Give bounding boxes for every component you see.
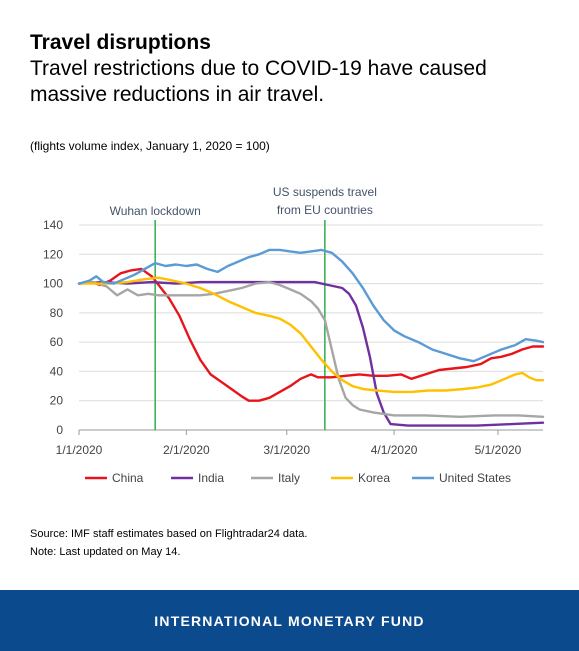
x-tick-label: 1/1/2020 [56,443,103,457]
source-text: Source: IMF staff estimates based on Fli… [30,528,308,540]
y-tick-label: 120 [43,247,63,261]
event-marker-label: US suspends travel [273,185,377,199]
x-tick-label: 2/1/2020 [163,443,210,457]
footer-banner: INTERNATIONAL MONETARY FUND [0,590,579,651]
source-notes: Source: IMF staff estimates based on Fli… [30,525,307,561]
legend-label: India [198,471,224,485]
x-tick-label: 5/1/2020 [475,443,522,457]
legend-label: China [112,471,144,485]
chart-subtitle: Travel restrictions due to COVID-19 have… [30,57,487,106]
legend-label: Italy [278,471,300,485]
series-line-india [77,280,545,427]
y-tick-label: 80 [50,306,64,320]
line-chart: 0 20 40 60 80 100 120 140 1/1/2020 2/1/2020 3/1/20… [43,185,545,485]
header: Travel disruptions Travel restrictions d… [30,30,560,108]
series-line-china [77,267,545,402]
series-line-united-states [77,248,545,363]
series-line-korea [77,276,545,394]
legend-label: Korea [358,471,390,485]
x-tick-label: 3/1/2020 [263,443,310,457]
y-tick-label: 0 [56,423,63,437]
x-tick-label: 4/1/2020 [371,443,418,457]
legend-label: United States [439,471,511,485]
chart-title: Travel disruptions [30,31,211,54]
y-tick-label: 60 [50,335,64,349]
y-tick-label: 40 [50,364,64,378]
unit-note: (flights volume index, January 1, 2020 =… [30,139,270,153]
series-line-italy [77,280,545,419]
event-marker-label: from EU countries [277,203,373,217]
event-marker-label: Wuhan lockdown [110,204,201,218]
footer-label: INTERNATIONAL MONETARY FUND [154,612,425,629]
y-tick-label: 100 [43,277,63,291]
y-tick-label: 20 [50,394,64,408]
note-text: Note: Last updated on May 14. [30,546,181,558]
y-tick-label: 140 [43,218,63,232]
